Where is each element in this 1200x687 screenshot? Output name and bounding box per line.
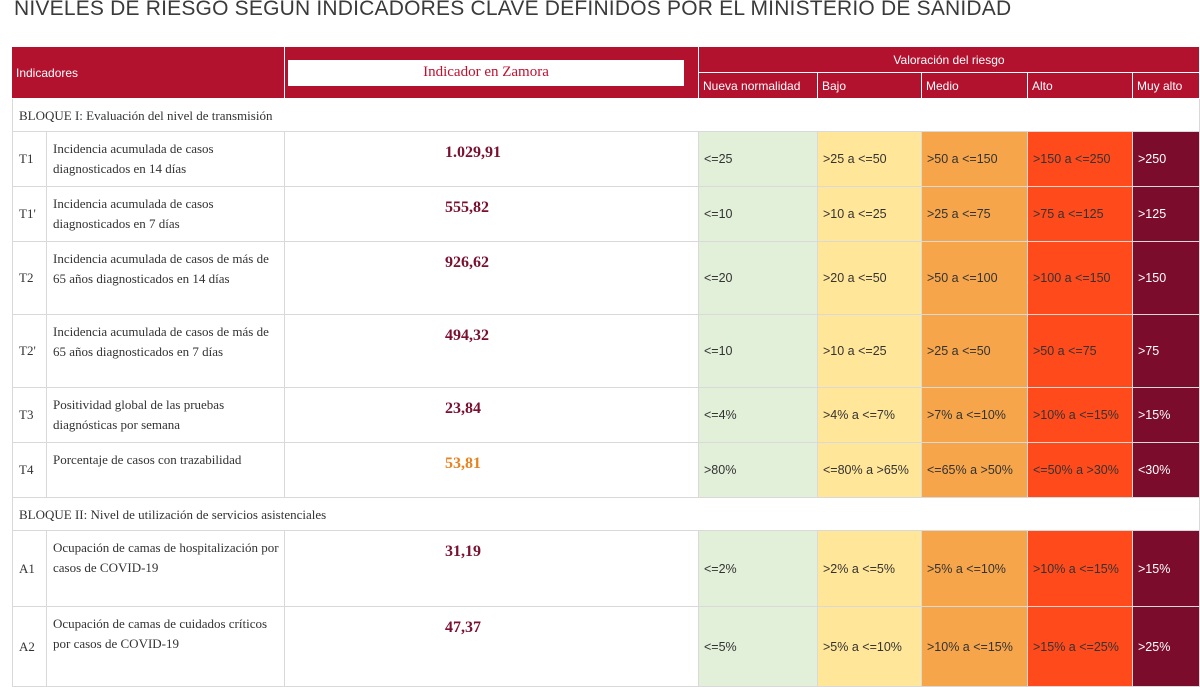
threshold: >10% a <=15% — [1028, 388, 1133, 443]
row-value-cell — [285, 315, 699, 388]
row-code: T2 — [12, 242, 47, 315]
row-description: Incidencia acumulada de casos diagnostic… — [47, 187, 285, 242]
row-value-cell — [285, 388, 699, 443]
block-title: BLOQUE I: Evaluación del nivel de transm… — [12, 99, 1200, 132]
row-value-cell — [285, 531, 699, 607]
row-value: 31,19 — [445, 543, 481, 560]
level-header: Muy alto — [1133, 73, 1200, 99]
threshold: >25 a <=75 — [922, 187, 1028, 242]
threshold: >150 a <=250 — [1028, 132, 1133, 187]
row-description: Incidencia acumulada de casos de más de … — [47, 242, 285, 315]
header-zamora: Indicador en Zamora — [288, 60, 684, 86]
row-value: 53,81 — [445, 455, 481, 472]
threshold: >5% a <=10% — [922, 531, 1028, 607]
row-description: Incidencia acumulada de casos diagnostic… — [47, 132, 285, 187]
threshold: >15% a <=25% — [1028, 607, 1133, 687]
threshold: >75 — [1133, 315, 1200, 388]
row-code: T1 — [12, 132, 47, 187]
threshold: >10 a <=25 — [818, 187, 922, 242]
threshold: <=10 — [699, 315, 818, 388]
threshold: >15% — [1133, 388, 1200, 443]
level-header: Medio — [922, 73, 1028, 99]
threshold: >75 a <=125 — [1028, 187, 1133, 242]
row-value-cell — [285, 187, 699, 242]
level-header: Nueva normalidad — [699, 73, 818, 99]
threshold: >50 a <=150 — [922, 132, 1028, 187]
threshold: <=65% a >50% — [922, 443, 1028, 498]
row-value: 23,84 — [445, 400, 481, 417]
row-description: Ocupación de camas de hospitalización po… — [47, 531, 285, 607]
threshold: >125 — [1133, 187, 1200, 242]
row-description: Positividad global de las pruebas diagnó… — [47, 388, 285, 443]
row-value-cell — [285, 132, 699, 187]
row-value: 555,82 — [445, 199, 489, 216]
threshold: <=20 — [699, 242, 818, 315]
row-description: Ocupación de camas de cuidados críticos … — [47, 607, 285, 687]
threshold: >20 a <=50 — [818, 242, 922, 315]
row-code: T3 — [12, 388, 47, 443]
threshold: >250 — [1133, 132, 1200, 187]
threshold: >5% a <=10% — [818, 607, 922, 687]
threshold: >50 a <=75 — [1028, 315, 1133, 388]
threshold: <=25 — [699, 132, 818, 187]
row-value: 1.029,91 — [445, 144, 501, 161]
threshold: >10% a <=15% — [922, 607, 1028, 687]
threshold: >2% a <=5% — [818, 531, 922, 607]
level-header: Alto — [1028, 73, 1133, 99]
row-description: Incidencia acumulada de casos de más de … — [47, 315, 285, 388]
threshold: >25 a <=50 — [922, 315, 1028, 388]
block-title: BLOQUE II: Nivel de utilización de servi… — [12, 498, 1200, 531]
row-code: T1' — [12, 187, 47, 242]
threshold: <=50% a >30% — [1028, 443, 1133, 498]
threshold: >150 — [1133, 242, 1200, 315]
row-code: A2 — [12, 607, 47, 687]
header-cell: Indicadores — [12, 47, 285, 99]
row-value-cell — [285, 242, 699, 315]
threshold: >25 a <=50 — [818, 132, 922, 187]
header-cell: Valoración del riesgo — [699, 47, 1200, 73]
threshold: >7% a <=10% — [922, 388, 1028, 443]
page-title: NIVELES DE RIESGO SEGÚN INDICADORES CLAV… — [14, 0, 1012, 20]
row-value-cell — [285, 443, 699, 498]
threshold: <=80% a >65% — [818, 443, 922, 498]
row-value: 926,62 — [445, 254, 489, 271]
threshold: >10 a <=25 — [818, 315, 922, 388]
level-header: Bajo — [818, 73, 922, 99]
threshold: <=5% — [699, 607, 818, 687]
threshold: <=4% — [699, 388, 818, 443]
row-code: T2' — [12, 315, 47, 388]
threshold: <=2% — [699, 531, 818, 607]
threshold: >100 a <=150 — [1028, 242, 1133, 315]
row-description: Porcentaje de casos con trazabilidad — [47, 443, 285, 498]
threshold: <30% — [1133, 443, 1200, 498]
row-value: 47,37 — [445, 619, 481, 636]
threshold: >25% — [1133, 607, 1200, 687]
row-code: A1 — [12, 531, 47, 607]
threshold: >15% — [1133, 531, 1200, 607]
threshold: >10% a <=15% — [1028, 531, 1133, 607]
threshold: <=10 — [699, 187, 818, 242]
row-code: T4 — [12, 443, 47, 498]
threshold: >4% a <=7% — [818, 388, 922, 443]
row-value: 494,32 — [445, 327, 489, 344]
threshold: >50 a <=100 — [922, 242, 1028, 315]
threshold: >80% — [699, 443, 818, 498]
